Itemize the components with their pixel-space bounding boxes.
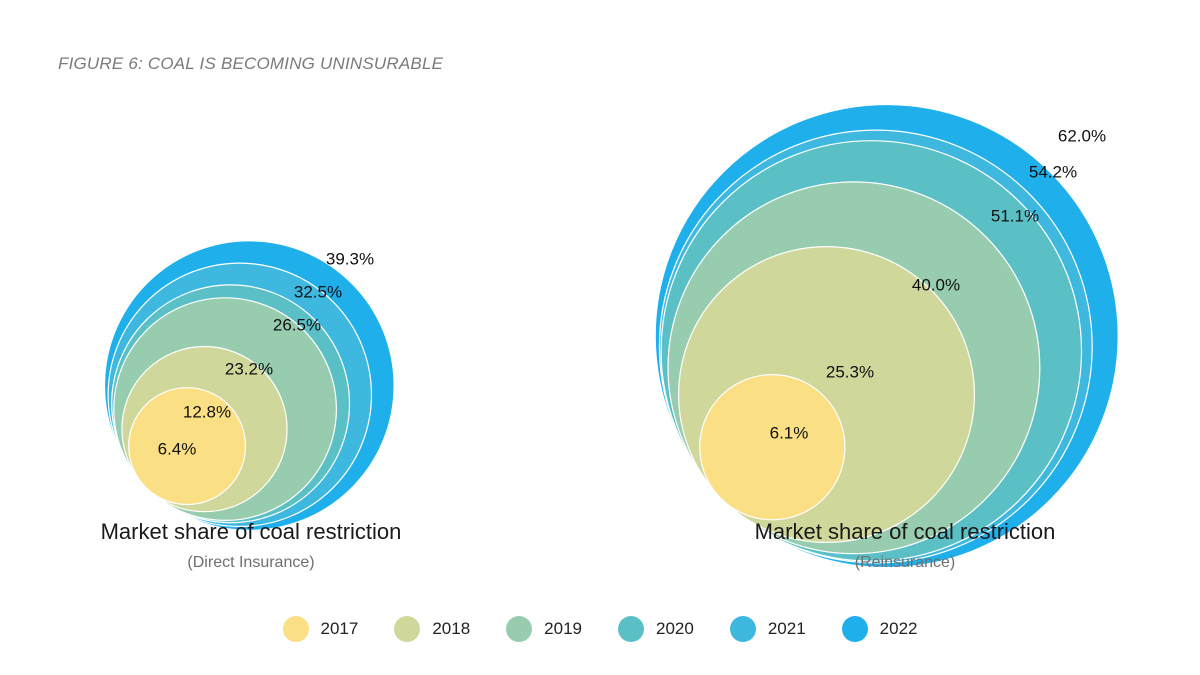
bubble-group-direct: 6.4% 12.8% 23.2% 26.5% 32.5% 39.3%	[103, 240, 395, 532]
legend-swatch-2020	[618, 616, 644, 642]
legend-swatch-2017	[282, 616, 309, 642]
data-label-direct-2022: 39.3%	[326, 249, 374, 268]
chart-subtitle-reinsurance: (Reinsurance)	[854, 554, 956, 571]
data-label-reinsurance-2019: 40.0%	[912, 275, 960, 294]
data-label-reinsurance-2020: 51.1%	[991, 206, 1039, 225]
data-label-direct-2021: 32.5%	[294, 282, 342, 301]
chart-subtitle-direct: (Direct Insurance)	[187, 554, 315, 571]
legend-swatch-2021	[729, 616, 756, 642]
legend-swatch-2022	[841, 616, 868, 642]
chart-title-reinsurance: Market share of coal restriction	[754, 519, 1056, 544]
legend-item-2017: 2017	[282, 616, 359, 642]
data-label-direct-2019: 23.2%	[225, 359, 273, 378]
data-label-direct-2018: 12.8%	[183, 402, 231, 421]
legend-label-2020: 2020	[656, 619, 694, 638]
data-label-reinsurance-2021: 54.2%	[1029, 162, 1077, 181]
figure-title: FIGURE 6: COAL IS BECOMING UNINSURABLE	[58, 54, 444, 73]
bubble-chart: 6.4% 12.8% 23.2% 26.5% 32.5% 39.3% 6.1% 25.3% 40…	[103, 103, 1119, 569]
bubble-direct-2017	[128, 387, 247, 506]
legend-item-2022: 2022	[841, 616, 918, 642]
chart-title-direct: Market share of coal restriction	[100, 519, 402, 544]
caption-direct: Market share of coal restriction (Direct…	[51, 519, 451, 572]
legend-label-2017: 2017	[320, 619, 359, 638]
legend-item-2021: 2021	[729, 616, 806, 642]
legend-item-2018: 2018	[394, 616, 470, 642]
data-label-reinsurance-2017: 6.1%	[770, 423, 809, 442]
data-label-reinsurance-2018: 25.3%	[826, 362, 874, 381]
bubble-group-reinsurance: 6.1% 25.3% 40.0% 51.1% 54.2% 62.0%	[654, 103, 1119, 569]
legend-item-2020: 2020	[618, 616, 694, 642]
legend-swatch-2019	[506, 616, 533, 642]
data-label-reinsurance-2022: 62.0%	[1058, 126, 1106, 145]
legend-swatch-2018	[394, 616, 421, 642]
legend-label-2022: 2022	[879, 619, 918, 638]
legend-label-2018: 2018	[432, 619, 471, 638]
legend-item-2019: 2019	[506, 616, 582, 642]
data-label-direct-2020: 26.5%	[273, 315, 321, 334]
legend-label-2019: 2019	[544, 619, 582, 638]
data-label-direct-2017: 6.4%	[158, 439, 197, 458]
bubble-reinsurance-2017	[699, 374, 846, 521]
legend: 2017 2018 2019 2020 2021 2022	[0, 616, 1200, 642]
legend-label-2021: 2021	[767, 619, 806, 638]
caption-reinsurance: Market share of coal restriction (Reinsu…	[705, 519, 1105, 572]
